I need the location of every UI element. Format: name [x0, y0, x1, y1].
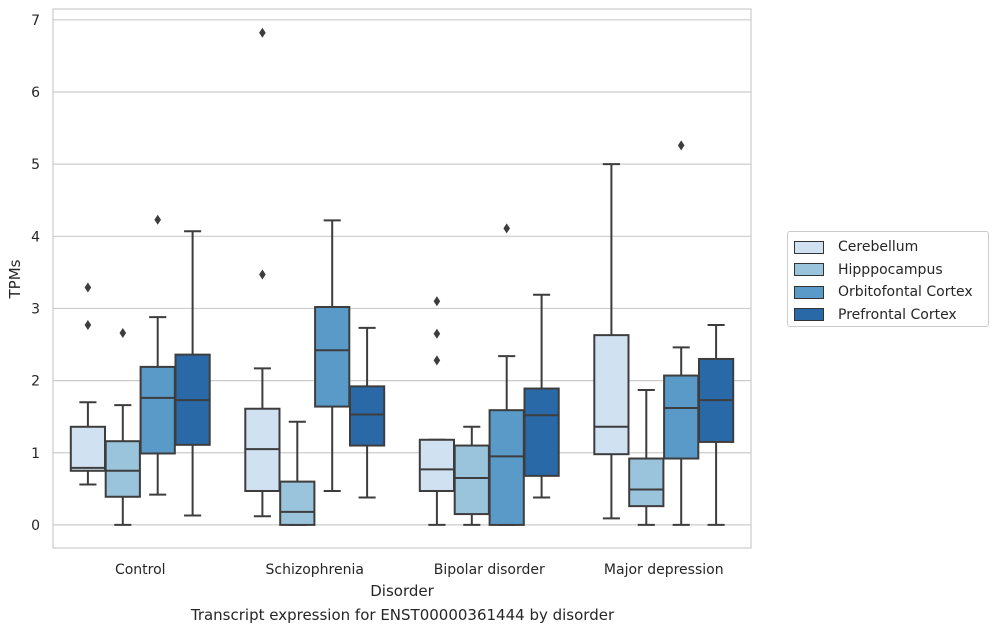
outlier-point: [677, 140, 685, 151]
outlier-point: [259, 269, 266, 280]
y-tick-label: 3: [31, 301, 40, 317]
box-group: [314, 219, 351, 492]
y-tick-label: 2: [31, 374, 40, 390]
box-iqr: [593, 334, 630, 456]
legend-swatch: [794, 308, 824, 321]
y-axis-label: TPMs: [6, 259, 24, 299]
outlier-point: [154, 214, 161, 225]
box-group: [69, 282, 107, 486]
legend-swatch: [794, 263, 824, 276]
legend-label: Orbitofontal Cortex: [838, 284, 973, 300]
box-iqr: [628, 457, 665, 508]
box-group: [697, 324, 735, 526]
outlier-point: [119, 327, 127, 338]
outlier-point: [433, 355, 441, 366]
box-iqr: [418, 438, 456, 492]
chart-caption: Transcript expression for ENST0000036144…: [190, 606, 615, 624]
box-iqr: [314, 306, 351, 408]
outlier-point: [84, 282, 92, 293]
y-tick-label: 6: [31, 85, 40, 101]
box-group: [279, 420, 316, 526]
y-tick-label: 4: [31, 229, 40, 245]
legend-item: Cerebellum: [794, 238, 918, 256]
x-tick-labels: Control Schizophrenia Bipolar disorder Majo…: [115, 562, 724, 578]
box-iqr: [279, 480, 316, 526]
box-group: [348, 326, 386, 499]
box-group: [663, 140, 700, 526]
x-tick-label: Control: [115, 562, 166, 578]
box-group: [418, 296, 456, 526]
legend-swatch: [794, 240, 824, 254]
legend-item: Orbitofontal Cortex: [794, 283, 973, 301]
outlier-point: [433, 296, 441, 307]
outlier-point: [503, 223, 510, 234]
box-iqr: [104, 440, 141, 498]
box-iqr: [488, 409, 525, 526]
box-group: [244, 27, 281, 518]
box-group: [628, 388, 665, 526]
y-tick-label: 0: [31, 518, 40, 534]
outlier-point: [84, 320, 92, 331]
x-axis-label: Disorder: [370, 582, 434, 600]
box-iqr: [69, 425, 107, 472]
box-iqr: [348, 385, 386, 447]
plot-frame: [52, 8, 752, 549]
box-iqr: [453, 444, 490, 516]
outlier-point: [259, 27, 266, 38]
y-tick-label: 5: [31, 157, 40, 173]
box-group: [453, 425, 490, 526]
legend-item: Prefrontal Cortex: [794, 306, 957, 324]
y-tick-label: 7: [31, 13, 40, 29]
box-group: [593, 163, 630, 520]
box-group: [139, 214, 176, 496]
legend-item: Hipppocampus: [794, 261, 943, 279]
box-group: [104, 327, 141, 526]
y-tick-label: 1: [31, 446, 40, 462]
box-iqr: [663, 374, 700, 460]
x-tick-label: Major depression: [604, 562, 724, 578]
box-iqr: [139, 365, 176, 455]
box-group: [523, 293, 560, 499]
box-iqr: [523, 387, 560, 477]
legend: Cerebellum Hipppocampus Orbitofontal Corte…: [787, 231, 989, 327]
legend-label: Hipppocampus: [838, 261, 943, 278]
legend-label: Prefrontal Cortex: [838, 306, 957, 323]
x-tick-label: Bipolar disorder: [434, 562, 545, 578]
y-tick-labels: 0 1 2 3 4 5 6 7: [31, 13, 40, 534]
legend-swatch: [794, 285, 824, 299]
legend-label: Cerebellum: [838, 239, 919, 255]
outlier-point: [433, 328, 441, 339]
box-group: [488, 223, 525, 526]
box-group: [174, 230, 211, 517]
x-tick-label: Schizophrenia: [266, 562, 364, 578]
boxes: [69, 27, 735, 526]
